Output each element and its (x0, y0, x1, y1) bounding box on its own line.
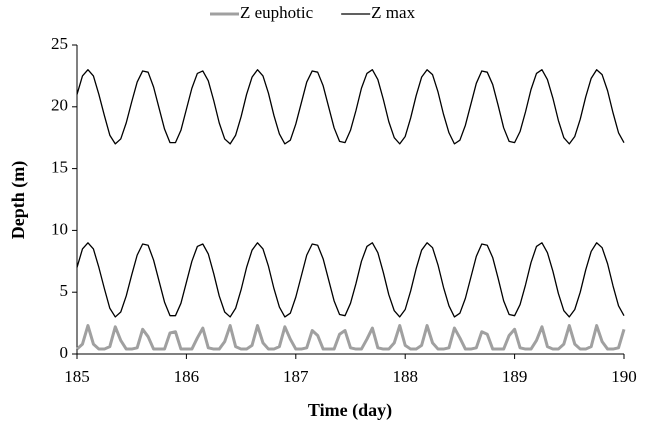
x-tick-label: 188 (392, 367, 418, 386)
legend-label: Z max (371, 3, 415, 22)
data-line (76, 242, 625, 318)
y-tick-label: 15 (51, 158, 68, 177)
y-tick-label: 10 (51, 219, 68, 238)
legend-label: Z euphotic (240, 3, 314, 22)
y-tick-label: 20 (51, 96, 68, 115)
y-tick-label: 25 (51, 34, 68, 53)
data-line (75, 324, 626, 351)
x-tick-label: 185 (64, 367, 90, 386)
y-tick-label: 0 (60, 343, 69, 362)
y-axis-label: Depth (m) (8, 161, 29, 240)
x-tick-label: 186 (174, 367, 200, 386)
y-tick-label: 5 (60, 281, 69, 300)
x-axis-label: Time (day) (308, 400, 392, 421)
x-tick-label: 190 (611, 367, 637, 386)
x-tick-label: 189 (502, 367, 528, 386)
x-tick-label: 187 (283, 367, 309, 386)
data-line (76, 69, 625, 145)
